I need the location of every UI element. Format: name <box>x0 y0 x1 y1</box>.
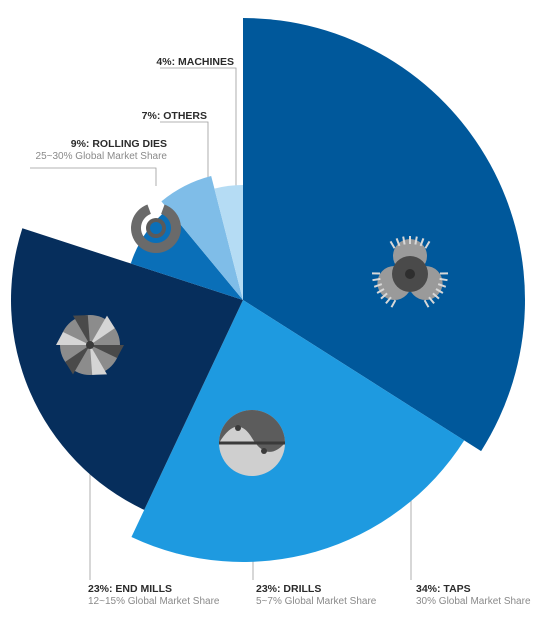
label-drills-share: 5~7% Global Market Share <box>256 596 377 608</box>
label-rolling-dies-title: 9%: ROLLING DIES <box>70 138 167 150</box>
end-mill-icon <box>56 315 124 375</box>
chart-slices <box>10 18 525 562</box>
label-machines: 4%: MACHINES <box>156 56 234 69</box>
label-others: 7%: OTHERS <box>142 110 207 123</box>
slice-machines <box>214 185 243 300</box>
tap-icon <box>371 236 449 308</box>
leader-rolling-dies <box>30 167 157 186</box>
label-rolling-dies: 9%: ROLLING DIES 25~30% Global Market Sh… <box>36 138 167 164</box>
leader-machines <box>160 67 237 188</box>
slice-taps <box>243 18 525 452</box>
label-drills: 23%: DRILLS 5~7% Global Market Share <box>256 583 376 609</box>
label-machines-title: 4%: MACHINES <box>156 56 234 68</box>
label-end-mills-share: 12~15% Global Market Share <box>88 596 220 608</box>
label-taps-share: 30% Global Market Share <box>416 596 531 608</box>
drill-icon <box>219 410 285 476</box>
label-drills-title: 23%: DRILLS <box>256 583 322 595</box>
tool-icons <box>56 204 449 476</box>
label-end-mills-title: 23%: END MILLS <box>88 583 173 595</box>
label-taps-title: 34%: TAPS <box>416 583 471 595</box>
slice-others <box>161 176 243 300</box>
label-rolling-dies-share: 25~30% Global Market Share <box>35 151 167 163</box>
label-others-title: 7%: OTHERS <box>141 110 207 122</box>
slice-end-mills <box>10 228 244 510</box>
label-taps: 34%: TAPS 30% Global Market Share <box>416 583 531 609</box>
slice-drills <box>131 300 465 562</box>
rolling-die-icon <box>130 204 181 253</box>
label-end-mills: 23%: END MILLS 12~15% Global Market Shar… <box>88 583 219 609</box>
